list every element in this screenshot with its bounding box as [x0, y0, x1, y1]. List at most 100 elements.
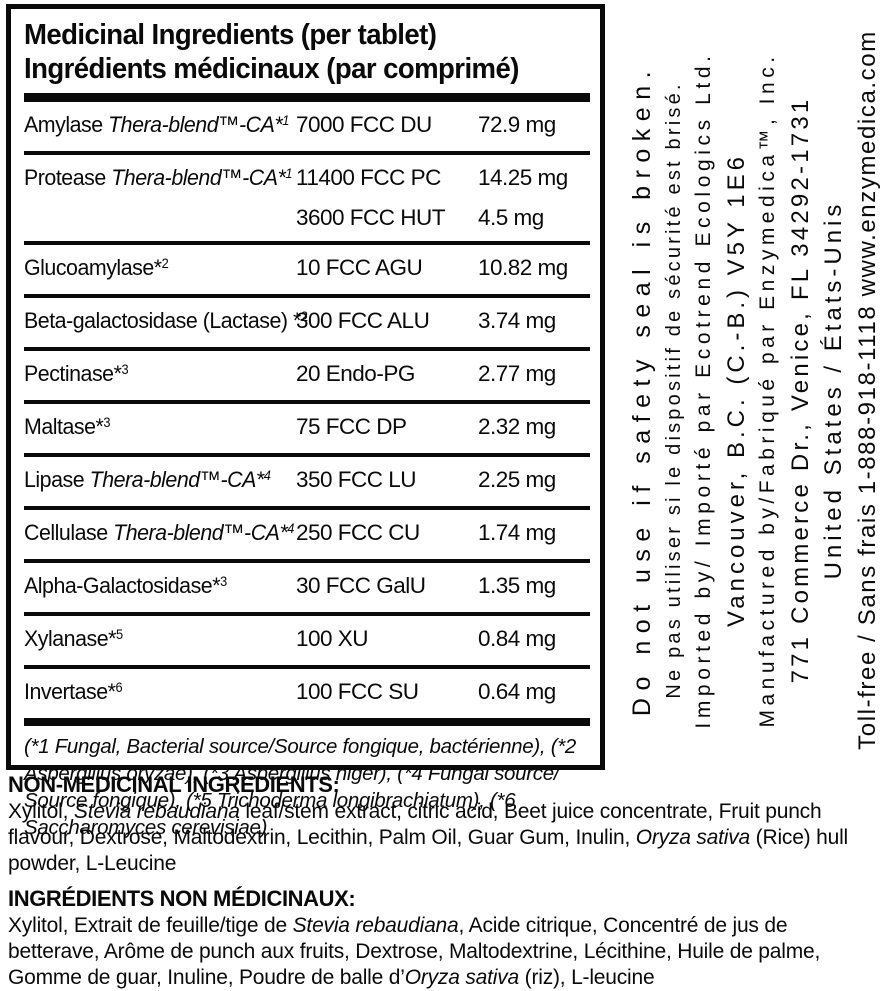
panel-title-fr: Ingrédients médicinaux (par comprimé)	[24, 53, 519, 85]
non-medicinal-section: NON-MEDICINAL INGREDIENTS: Xylitol, Stev…	[8, 772, 876, 991]
non-medicinal-heading-fr: INGRÉDIENTS NON MÉDICINAUX:	[8, 886, 356, 911]
ingredient-name: Invertase*6	[24, 678, 296, 708]
panel-title-en: Medicinal Ingredients (per tablet)	[24, 19, 437, 51]
activity-value: 250 FCC CU	[296, 520, 420, 545]
non-medicinal-heading-en: NON-MEDICINAL INGREDIENTS:	[8, 772, 340, 797]
ingredient-name-text: Glucoamylase*2	[24, 255, 169, 280]
ingredient-amount: 1.74 mg	[478, 519, 590, 549]
amount-value: 2.25 mg	[478, 467, 556, 492]
non-medicinal-body-en: Xylitol, Stevia rebaudiana leaf/stem ext…	[8, 800, 849, 875]
ingredient-activity: 250 FCC CU	[296, 519, 478, 549]
ingredient-name-text: Amylase Thera-blend™-CA*1	[24, 112, 289, 137]
activity-value: 350 FCC LU	[296, 467, 417, 492]
ingredient-row: Pectinase*3 20 Endo-PG 2.77 mg	[24, 347, 590, 400]
ingredient-row: Xylanase*5 100 XU 0.84 mg	[24, 612, 590, 665]
activity-value: 100 XU	[296, 626, 369, 651]
ingredient-name-text: Beta-galactosidase (Lactase) *2	[24, 308, 308, 333]
side-text-line: Ne pas utiliser si le dispositif de sécu…	[662, 81, 685, 699]
ingredient-amount: 2.77 mg	[478, 360, 590, 390]
ingredient-row: Cellulase Thera-blend™-CA*4 250 FCC CU 1.7…	[24, 506, 590, 559]
panel-title: Medicinal Ingredients (per tablet) Ingré…	[24, 18, 590, 86]
activity-value: 30 FCC GalU	[296, 573, 426, 598]
ingredient-amount: 2.25 mg	[478, 466, 590, 496]
ingredient-activity: 100 FCC SU	[296, 678, 478, 708]
amount-value: 10.82 mg	[478, 255, 568, 280]
ingredient-row: Amylase Thera-blend™-CA*1 7000 FCC DU 72.9…	[24, 102, 590, 151]
activity-value: 75 FCC DP	[296, 414, 407, 439]
amount-value: 4.5 mg	[478, 205, 544, 230]
ingredient-row: Alpha-Galactosidase*3 30 FCC GalU 1.35 mg	[24, 559, 590, 612]
header-rule	[24, 93, 590, 102]
ingredient-name: Maltase*3	[24, 413, 296, 443]
ingredient-name: Glucoamylase*2	[24, 254, 296, 284]
ingredient-activity: 7000 FCC DU	[296, 111, 478, 141]
ingredient-name-text: Lipase Thera-blend™-CA*4	[24, 467, 271, 492]
footer-rule	[24, 718, 590, 726]
ingredient-activity: 10 FCC AGU	[296, 254, 478, 284]
ingredient-activity: 11400 FCC PC 3600 FCC HUT	[296, 164, 478, 231]
side-text-line: Manufactured by/Fabriqué par Enzymedica™…	[756, 52, 780, 728]
ingredient-rows: Amylase Thera-blend™-CA*1 7000 FCC DU 72.9…	[24, 102, 590, 718]
amount-value: 72.9 mg	[478, 112, 556, 137]
ingredient-name: Xylanase*5	[24, 625, 296, 655]
amount-value: 2.77 mg	[478, 361, 556, 386]
side-text-line: Toll-free / Sans frais 1-888-918-1118 ww…	[854, 30, 882, 750]
ingredient-name-text: Xylanase*5	[24, 626, 123, 651]
ingredient-name-text: Maltase*3	[24, 414, 111, 439]
ingredient-name: Protease Thera-blend™-CA*1	[24, 164, 296, 231]
ingredient-activity: 75 FCC DP	[296, 413, 478, 443]
ingredient-activity: 20 Endo-PG	[296, 360, 478, 390]
ingredient-name: Beta-galactosidase (Lactase) *2	[24, 307, 308, 337]
side-text-line: 771 Commerce Dr., Venice, FL 34292-1731	[786, 96, 814, 684]
activity-value: 20 Endo-PG	[296, 361, 415, 386]
side-panel: Do not use if safety seal is broken. Ne p…	[628, 6, 882, 774]
ingredient-row: Protease Thera-blend™-CA*1 11400 FCC PC 36…	[24, 151, 590, 241]
activity-value: 11400 FCC PC	[296, 165, 441, 190]
amount-value: 0.84 mg	[478, 626, 556, 651]
activity-value: 7000 FCC DU	[296, 112, 432, 137]
amount-value: 2.32 mg	[478, 414, 556, 439]
ingredient-name-text: Cellulase Thera-blend™-CA*4	[24, 520, 294, 545]
ingredient-row: Beta-galactosidase (Lactase) *2 300 FCC A…	[24, 294, 590, 347]
ingredient-activity: 30 FCC GalU	[296, 572, 478, 602]
amount-value: 1.74 mg	[478, 520, 556, 545]
ingredient-activity: 350 FCC LU	[296, 466, 478, 496]
medicinal-ingredients-panel: Medicinal Ingredients (per tablet) Ingré…	[6, 4, 605, 839]
ingredient-name: Amylase Thera-blend™-CA*1	[24, 111, 296, 141]
ingredient-amount: 14.25 mg 4.5 mg	[478, 164, 590, 231]
amount-value: 1.35 mg	[478, 573, 556, 598]
ingredient-name: Lipase Thera-blend™-CA*4	[24, 466, 296, 496]
ingredient-amount: 0.84 mg	[478, 625, 590, 655]
side-text-line: Imported by/ Importé par Ecotrend Ecolog…	[692, 51, 716, 729]
ingredient-activity: 300 FCC ALU	[296, 307, 478, 337]
ingredient-row: Invertase*6 100 FCC SU 0.64 mg	[24, 665, 590, 718]
ingredient-row: Maltase*3 75 FCC DP 2.32 mg	[24, 400, 590, 453]
side-text-line: Vancouver, B.C. (C.-B.) V5Y 1E6	[722, 153, 750, 627]
ingredient-amount: 0.64 mg	[478, 678, 590, 708]
amount-value: 3.74 mg	[478, 308, 556, 333]
side-text-line: United States / États-Unis	[820, 200, 848, 580]
ingredient-name-text: Protease Thera-blend™-CA*1	[24, 165, 293, 190]
activity-value: 3600 FCC HUT	[296, 205, 446, 230]
ingredient-activity: 100 XU	[296, 625, 478, 655]
ingredient-amount: 1.35 mg	[478, 572, 590, 602]
ingredient-amount: 2.32 mg	[478, 413, 590, 443]
ingredient-name-text: Pectinase*3	[24, 361, 129, 386]
ingredient-name: Alpha-Galactosidase*3	[24, 572, 296, 602]
ingredient-row: Lipase Thera-blend™-CA*4 350 FCC LU 2.25 m…	[24, 453, 590, 506]
ingredient-amount: 10.82 mg	[478, 254, 590, 284]
ingredient-row: Glucoamylase*2 10 FCC AGU 10.82 mg	[24, 241, 590, 294]
amount-value: 0.64 mg	[478, 679, 556, 704]
side-panel-text: Do not use if safety seal is broken. Ne p…	[628, 6, 882, 774]
activity-value: 10 FCC AGU	[296, 255, 423, 280]
ingredient-amount: 72.9 mg	[478, 111, 590, 141]
source-footnote: (*1 Fungal, Bacterial source/Source fong…	[24, 735, 577, 839]
amount-value: 14.25 mg	[478, 165, 568, 190]
side-text-line: Do not use if safety seal is broken.	[628, 63, 656, 717]
ingredient-name-text: Invertase*6	[24, 679, 123, 704]
activity-value: 300 FCC ALU	[296, 308, 430, 333]
ingredient-name: Cellulase Thera-blend™-CA*4	[24, 519, 296, 549]
ingredient-name: Pectinase*3	[24, 360, 296, 390]
activity-value: 100 FCC SU	[296, 679, 419, 704]
